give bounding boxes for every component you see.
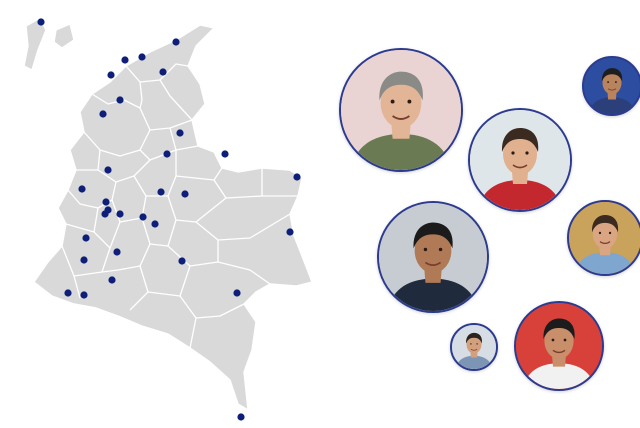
circle-dot-icon: [286, 228, 294, 236]
circle-dot-icon: [37, 18, 45, 26]
department-borders: [61, 63, 298, 349]
portrait-man-smiling-small: [450, 323, 498, 371]
circle-dot-icon: [237, 413, 245, 421]
circle-dot-icon: [172, 38, 180, 46]
circle-dot-icon: [104, 166, 112, 174]
circle-dot-icon: [138, 53, 146, 61]
portrait-man-microphone-top: [582, 56, 640, 116]
circle-dot-icon: [108, 276, 116, 284]
circle-dot-icon: [233, 289, 241, 297]
portrait-man-blue-shirt-mic: [567, 200, 640, 276]
portrait-man-beard-red-jacket: [468, 108, 572, 212]
circle-dot-icon: [116, 210, 124, 218]
city-markers: [37, 18, 301, 421]
circle-dot-icon: [293, 173, 301, 181]
portrait-man-white-shirt-mic: [514, 301, 604, 391]
circle-dot-icon: [78, 185, 86, 193]
circle-dot-icon: [107, 71, 115, 79]
portrait-man-suit: [377, 201, 489, 313]
circle-dot-icon: [159, 68, 167, 76]
circle-dot-icon: [221, 150, 229, 158]
circle-dot-icon: [101, 210, 109, 218]
colombia-map: [23, 17, 313, 421]
circle-dot-icon: [64, 289, 72, 297]
circle-dot-icon: [139, 213, 147, 221]
circle-dot-icon: [181, 190, 189, 198]
providencia-island-shape: [53, 23, 75, 49]
circle-dot-icon: [99, 110, 107, 118]
circle-dot-icon: [157, 188, 165, 196]
colombia-territory-shape: [33, 24, 313, 411]
circle-dot-icon: [151, 220, 159, 228]
circle-dot-icon: [163, 150, 171, 158]
portrait-woman-glasses: [339, 48, 463, 172]
circle-dot-icon: [176, 129, 184, 137]
circle-dot-icon: [178, 257, 186, 265]
circle-dot-icon: [82, 234, 90, 242]
circle-dot-icon: [102, 198, 110, 206]
san-andres-island-shape: [23, 17, 47, 71]
circle-dot-icon: [121, 56, 129, 64]
circle-dot-icon: [80, 256, 88, 264]
circle-dot-icon: [80, 291, 88, 299]
circle-dot-icon: [116, 96, 124, 104]
circle-dot-icon: [113, 248, 121, 256]
